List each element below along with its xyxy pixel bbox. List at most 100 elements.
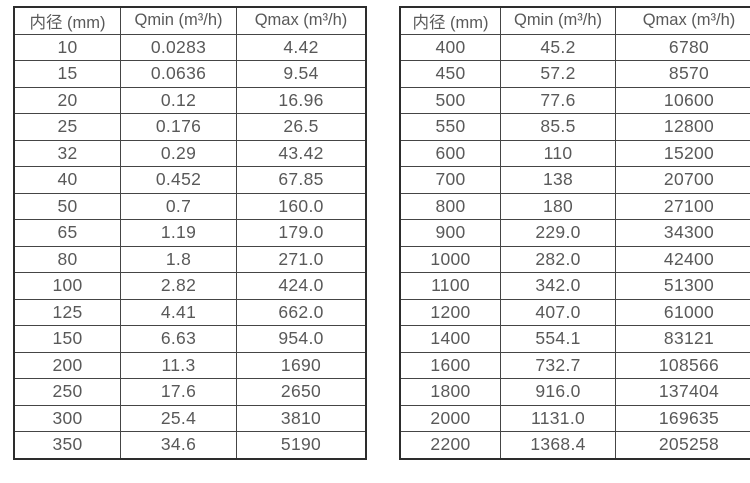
table-cell: 11.3 <box>120 351 237 379</box>
table-cell: 0.7 <box>120 192 237 220</box>
table-cell: 9.54 <box>236 60 367 88</box>
table-cell: 600 <box>399 139 501 167</box>
table-row: 350 34.6 5190 <box>13 431 367 459</box>
table-row: 700 138 20700 <box>399 166 750 194</box>
table-cell: 350 <box>13 431 121 459</box>
table-row: 2200 1368.4 205258 <box>399 431 750 459</box>
table-row: 10 0.0283 4.42 <box>13 33 367 61</box>
table-row: 2000 1131.0 169635 <box>399 404 750 432</box>
table-cell: 700 <box>399 166 501 194</box>
flow-spec-table-large-diameters: 内径 (mm) Qmin (m³/h) Qmax (m³/h) 400 45.2 678… <box>399 6 750 460</box>
table-cell: 282.0 <box>500 245 616 273</box>
table-cell: 15 <box>13 60 121 88</box>
table-cell: 50 <box>13 192 121 220</box>
table-cell: 0.0636 <box>120 60 237 88</box>
table-cell: 4.41 <box>120 298 237 326</box>
table-cell: 85.5 <box>500 113 616 141</box>
table-cell: 900 <box>399 219 501 247</box>
table-cell: 200 <box>13 351 121 379</box>
column-header: 内径 (mm) <box>13 6 121 35</box>
table-cell: 271.0 <box>236 245 367 273</box>
column-header: Qmin (m³/h) <box>120 6 237 35</box>
table-cell: 77.6 <box>500 86 616 114</box>
table-cell: 4.42 <box>236 33 367 61</box>
table-row: 400 45.2 6780 <box>399 33 750 61</box>
table-cell: 800 <box>399 192 501 220</box>
table-cell: 1.8 <box>120 245 237 273</box>
table-row: 1100 342.0 51300 <box>399 272 750 300</box>
table-cell: 34.6 <box>120 431 237 459</box>
table-row: 1200 407.0 61000 <box>399 298 750 326</box>
table-cell: 662.0 <box>236 298 367 326</box>
table-cell: 20 <box>13 86 121 114</box>
table-cell: 300 <box>13 404 121 432</box>
table-row: 50 0.7 160.0 <box>13 192 367 220</box>
table-cell: 8570 <box>615 60 750 88</box>
table-row: 1800 916.0 137404 <box>399 378 750 406</box>
table-cell: 1800 <box>399 378 501 406</box>
table-row: 1400 554.1 83121 <box>399 325 750 353</box>
table-row: 1600 732.7 108566 <box>399 351 750 379</box>
table-row: 125 4.41 662.0 <box>13 298 367 326</box>
table-cell: 26.5 <box>236 113 367 141</box>
table-row: 100 2.82 424.0 <box>13 272 367 300</box>
table-cell: 40 <box>13 166 121 194</box>
table-cell: 424.0 <box>236 272 367 300</box>
table-row: 600 110 15200 <box>399 139 750 167</box>
table-cell: 65 <box>13 219 121 247</box>
table-cell: 42400 <box>615 245 750 273</box>
table-cell: 554.1 <box>500 325 616 353</box>
table-row: 32 0.29 43.42 <box>13 139 367 167</box>
table-cell: 1131.0 <box>500 404 616 432</box>
table-header: 内径 (mm) Qmin (m³/h) Qmax (m³/h) <box>13 6 367 35</box>
table-body: 10 0.0283 4.42 15 0.0636 9.54 20 0.12 16.96 25 0.1… <box>13 33 367 459</box>
spec-tables-container: 内径 (mm) Qmin (m³/h) Qmax (m³/h) 10 0.0283 4.… <box>13 6 750 460</box>
table-row: 15 0.0636 9.54 <box>13 60 367 88</box>
table-cell: 407.0 <box>500 298 616 326</box>
table-cell: 6780 <box>615 33 750 61</box>
table-cell: 137404 <box>615 378 750 406</box>
table-cell: 150 <box>13 325 121 353</box>
table-cell: 2650 <box>236 378 367 406</box>
table-cell: 1400 <box>399 325 501 353</box>
table-cell: 125 <box>13 298 121 326</box>
table-row: 450 57.2 8570 <box>399 60 750 88</box>
table-row: 300 25.4 3810 <box>13 404 367 432</box>
table-row: 1000 282.0 42400 <box>399 245 750 273</box>
table-cell: 550 <box>399 113 501 141</box>
table-cell: 25.4 <box>120 404 237 432</box>
table-cell: 916.0 <box>500 378 616 406</box>
table-cell: 205258 <box>615 431 750 459</box>
table-cell: 0.29 <box>120 139 237 167</box>
table-cell: 500 <box>399 86 501 114</box>
table-cell: 16.96 <box>236 86 367 114</box>
table-cell: 17.6 <box>120 378 237 406</box>
table-cell: 1100 <box>399 272 501 300</box>
table-cell: 342.0 <box>500 272 616 300</box>
table-cell: 229.0 <box>500 219 616 247</box>
table-cell: 1.19 <box>120 219 237 247</box>
table-row: 80 1.8 271.0 <box>13 245 367 273</box>
table-cell: 3810 <box>236 404 367 432</box>
table-header: 内径 (mm) Qmin (m³/h) Qmax (m³/h) <box>399 6 750 35</box>
table-cell: 2.82 <box>120 272 237 300</box>
table-cell: 100 <box>13 272 121 300</box>
table-cell: 12800 <box>615 113 750 141</box>
table-cell: 2000 <box>399 404 501 432</box>
column-header: Qmax (m³/h) <box>236 6 367 35</box>
table-cell: 20700 <box>615 166 750 194</box>
table-cell: 43.42 <box>236 139 367 167</box>
table-cell: 51300 <box>615 272 750 300</box>
table-cell: 400 <box>399 33 501 61</box>
header-row: 内径 (mm) Qmin (m³/h) Qmax (m³/h) <box>13 6 367 35</box>
table-cell: 34300 <box>615 219 750 247</box>
table-cell: 25 <box>13 113 121 141</box>
table-cell: 1200 <box>399 298 501 326</box>
table-cell: 45.2 <box>500 33 616 61</box>
table-row: 200 11.3 1690 <box>13 351 367 379</box>
table-cell: 160.0 <box>236 192 367 220</box>
table-cell: 138 <box>500 166 616 194</box>
table-cell: 2200 <box>399 431 501 459</box>
table-row: 20 0.12 16.96 <box>13 86 367 114</box>
header-row: 内径 (mm) Qmin (m³/h) Qmax (m³/h) <box>399 6 750 35</box>
